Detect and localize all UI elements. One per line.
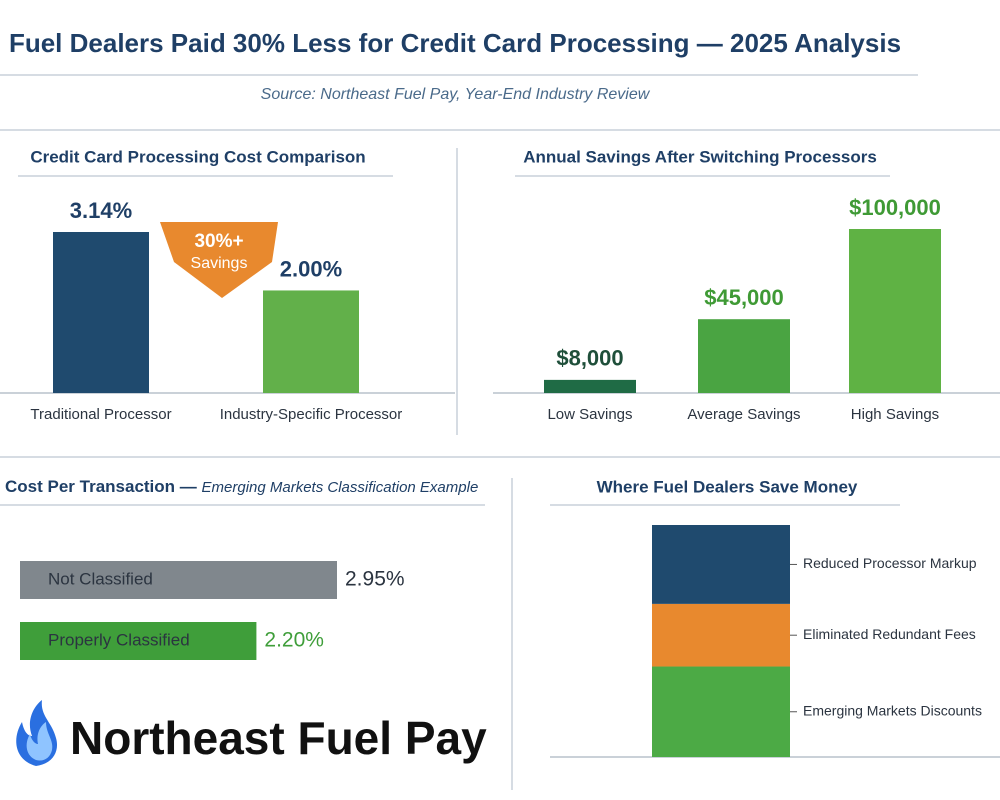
bar <box>698 319 790 393</box>
bar <box>53 232 149 393</box>
source: Source: Northeast Fuel Pay, Year-End Ind… <box>261 86 651 103</box>
value-label: $100,000 <box>849 195 941 220</box>
segment-label: Eliminated Redundant Fees <box>803 626 976 642</box>
annotation: Savings <box>191 255 248 272</box>
savings-arrow <box>160 222 278 298</box>
panel-title: Annual Savings After Switching Processor… <box>523 147 877 166</box>
segment <box>652 525 790 604</box>
category-label: Properly Classified <box>48 630 190 649</box>
segment <box>652 666 790 757</box>
value-label: 2.00% <box>280 256 342 281</box>
logo-text: Northeast Fuel Pay <box>70 712 487 764</box>
panel-title: Where Fuel Dealers Save Money <box>597 477 858 496</box>
logo-icon <box>16 700 58 766</box>
segment-label: Emerging Markets Discounts <box>803 702 982 718</box>
category-label: Traditional Processor <box>30 406 171 423</box>
value-label: 2.20% <box>264 629 324 652</box>
category-label: Average Savings <box>687 406 800 423</box>
bar <box>849 229 941 393</box>
category-label: Not Classified <box>48 569 153 588</box>
value-label: $8,000 <box>556 346 623 371</box>
panel-title: Credit Card Processing Cost Comparison <box>30 147 365 166</box>
bar <box>20 622 257 660</box>
category-label: Industry-Specific Processor <box>220 406 403 423</box>
main-title: Fuel Dealers Paid 30% Less for Credit Ca… <box>9 28 901 58</box>
value-label: 3.14% <box>70 198 132 223</box>
bar <box>20 561 337 599</box>
value-label: 2.95% <box>345 568 405 591</box>
segment <box>652 603 790 667</box>
bar <box>263 290 359 393</box>
bar <box>544 379 636 393</box>
category-label: High Savings <box>851 406 939 423</box>
segment-label: Reduced Processor Markup <box>803 555 977 571</box>
annotation: 30%+ <box>194 231 243 252</box>
category-label: Low Savings <box>547 406 632 423</box>
panel-title: Cost Per Transaction — Emerging Markets … <box>5 477 478 496</box>
subtitle: Emerging Markets Classification Example <box>202 479 479 496</box>
value-label: $45,000 <box>704 285 784 310</box>
title: Cost Per Transaction — <box>5 477 197 496</box>
